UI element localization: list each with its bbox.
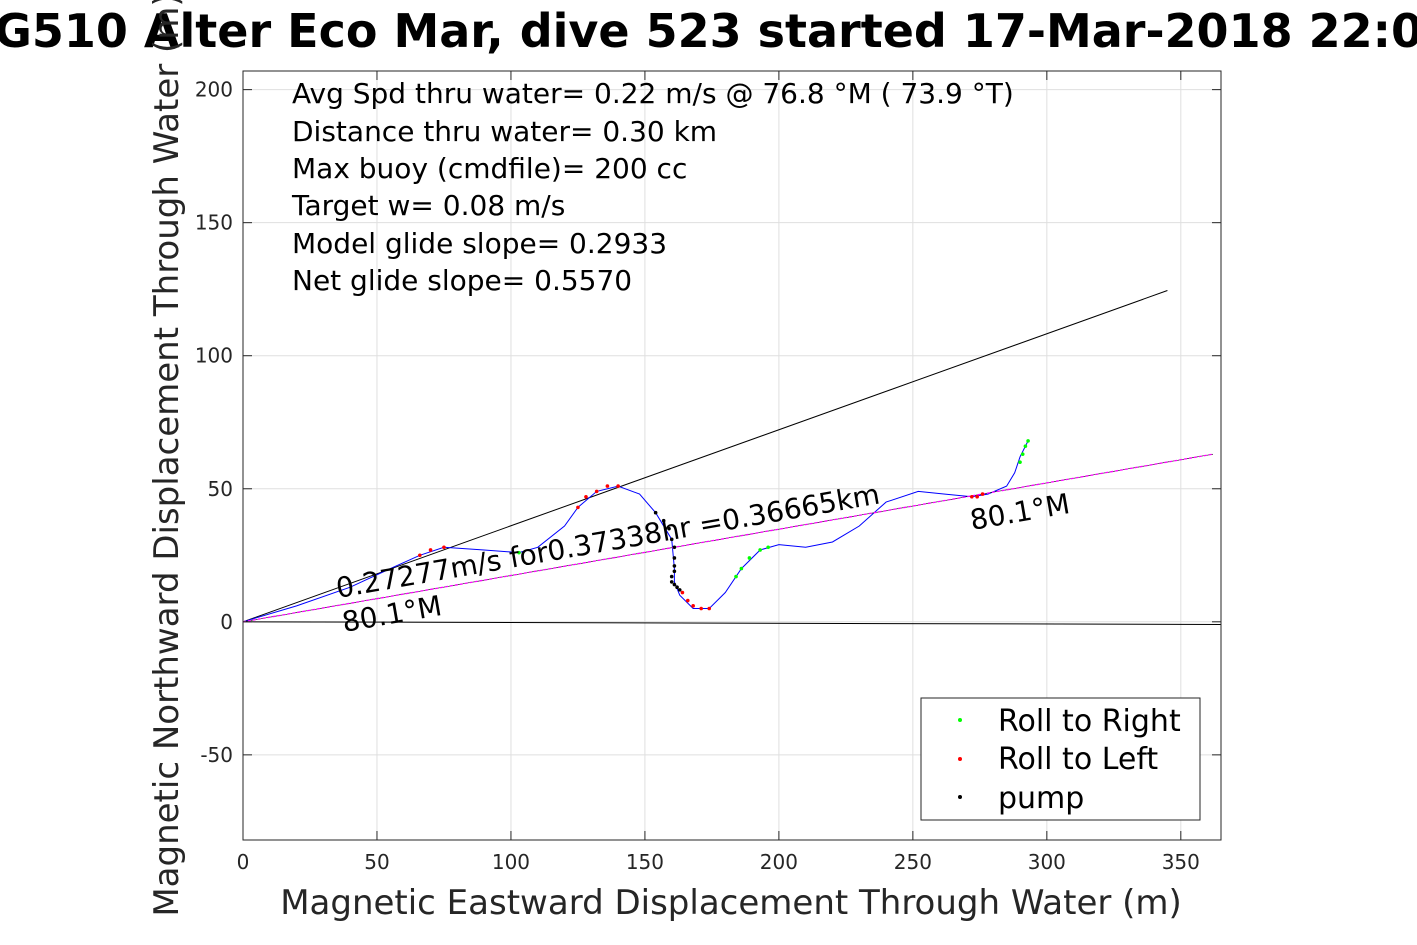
data-point bbox=[672, 582, 677, 587]
data-point bbox=[605, 484, 610, 488]
data-point bbox=[576, 505, 580, 510]
track-line bbox=[242, 440, 1029, 623]
x-tick-label: 0 bbox=[237, 850, 250, 874]
chart-title: SG510 Alter Eco Mar, dive 523 started 17… bbox=[0, 4, 1417, 58]
data-point bbox=[653, 510, 658, 515]
data-point bbox=[707, 606, 712, 611]
x-tick-label: 50 bbox=[364, 850, 389, 874]
data-point bbox=[667, 526, 671, 531]
data-point bbox=[418, 553, 422, 558]
reference-lines bbox=[242, 290, 1222, 625]
data-point bbox=[672, 569, 677, 574]
annotation-block: Avg Spd thru water= 0.22 m/s @ 76.8 °M (… bbox=[291, 77, 1014, 297]
data-point bbox=[594, 489, 599, 494]
data-point bbox=[747, 556, 752, 560]
legend-marker-roll-left bbox=[958, 757, 962, 761]
data-point bbox=[669, 574, 674, 579]
y-tick-label: 100 bbox=[195, 344, 233, 368]
data-point bbox=[699, 606, 703, 611]
annotation-max-buoy: Max buoy (cmdfile)= 200 cc bbox=[292, 152, 687, 185]
data-point bbox=[1026, 439, 1030, 443]
legend-box bbox=[920, 697, 1201, 821]
series-group bbox=[242, 440, 1214, 623]
annotation-model-glide: Model glide slope= 0.2933 bbox=[292, 227, 667, 260]
data-point bbox=[1018, 460, 1022, 464]
legend-marker-roll-right bbox=[958, 718, 962, 722]
x-tick-label: 200 bbox=[760, 850, 798, 874]
plot-frame bbox=[242, 70, 1222, 841]
y-tick-labels: -50 0 50 100 150 200 bbox=[195, 78, 233, 767]
data-point bbox=[672, 545, 677, 550]
net-track-line-overlay bbox=[242, 453, 1214, 623]
data-point bbox=[672, 564, 677, 568]
tick-marks bbox=[242, 71, 1221, 840]
x-tick-label: 300 bbox=[1028, 850, 1066, 874]
net-track-line bbox=[242, 453, 1214, 623]
data-point bbox=[675, 585, 679, 590]
x-tick-labels: 0 50 100 150 200 250 300 350 bbox=[237, 850, 1200, 874]
data-point bbox=[517, 550, 521, 555]
data-point bbox=[428, 548, 433, 552]
data-point bbox=[734, 574, 738, 579]
legend-marker-pump bbox=[958, 795, 962, 799]
legend-label-pump: pump bbox=[998, 781, 1084, 816]
reference-line bbox=[242, 290, 1168, 623]
data-point bbox=[669, 537, 674, 542]
data-point bbox=[739, 566, 744, 571]
annotation-avg-speed: Avg Spd thru water= 0.22 m/s @ 76.8 °M (… bbox=[292, 77, 1014, 110]
annotation-target-w: Target w= 0.08 m/s bbox=[291, 189, 565, 222]
data-point bbox=[669, 580, 674, 584]
y-tick-label: 200 bbox=[195, 78, 233, 102]
data-point bbox=[758, 548, 762, 552]
data-point bbox=[980, 492, 985, 496]
x-tick-label: 100 bbox=[492, 850, 530, 874]
data-point bbox=[691, 604, 695, 608]
y-axis-label: Magnetic Northward Displacement Through … bbox=[147, 0, 187, 917]
y-tick-label: -50 bbox=[200, 743, 233, 767]
data-point bbox=[970, 494, 974, 499]
annotation-net-glide: Net glide slope= 0.5570 bbox=[292, 264, 632, 297]
reference-line bbox=[242, 621, 1222, 625]
data-point bbox=[616, 484, 620, 488]
x-tick-label: 150 bbox=[626, 850, 664, 874]
y-tick-label: 0 bbox=[220, 610, 233, 634]
data-point bbox=[661, 518, 666, 523]
data-point bbox=[442, 545, 446, 550]
data-point bbox=[680, 590, 685, 595]
x-tick-label: 250 bbox=[894, 850, 932, 874]
data-point bbox=[584, 494, 588, 499]
legend-label-roll-right: Roll to Right bbox=[998, 704, 1181, 739]
marker-group bbox=[418, 439, 1030, 611]
data-point bbox=[677, 588, 682, 592]
legend: Roll to Right Roll to Left pump bbox=[920, 697, 1201, 821]
data-point bbox=[766, 545, 770, 550]
data-point bbox=[672, 556, 677, 560]
x-axis-label: Magnetic Eastward Displacement Through W… bbox=[280, 883, 1182, 923]
data-point bbox=[975, 494, 979, 499]
data-point bbox=[1020, 452, 1025, 456]
y-tick-label: 50 bbox=[208, 477, 233, 501]
y-tick-label: 150 bbox=[195, 211, 233, 235]
x-tick-label: 350 bbox=[1162, 850, 1200, 874]
data-point bbox=[1023, 444, 1028, 448]
annotation-distance: Distance thru water= 0.30 km bbox=[292, 115, 717, 148]
legend-label-roll-left: Roll to Left bbox=[998, 742, 1158, 777]
grid bbox=[242, 71, 1221, 840]
data-point bbox=[685, 598, 690, 603]
